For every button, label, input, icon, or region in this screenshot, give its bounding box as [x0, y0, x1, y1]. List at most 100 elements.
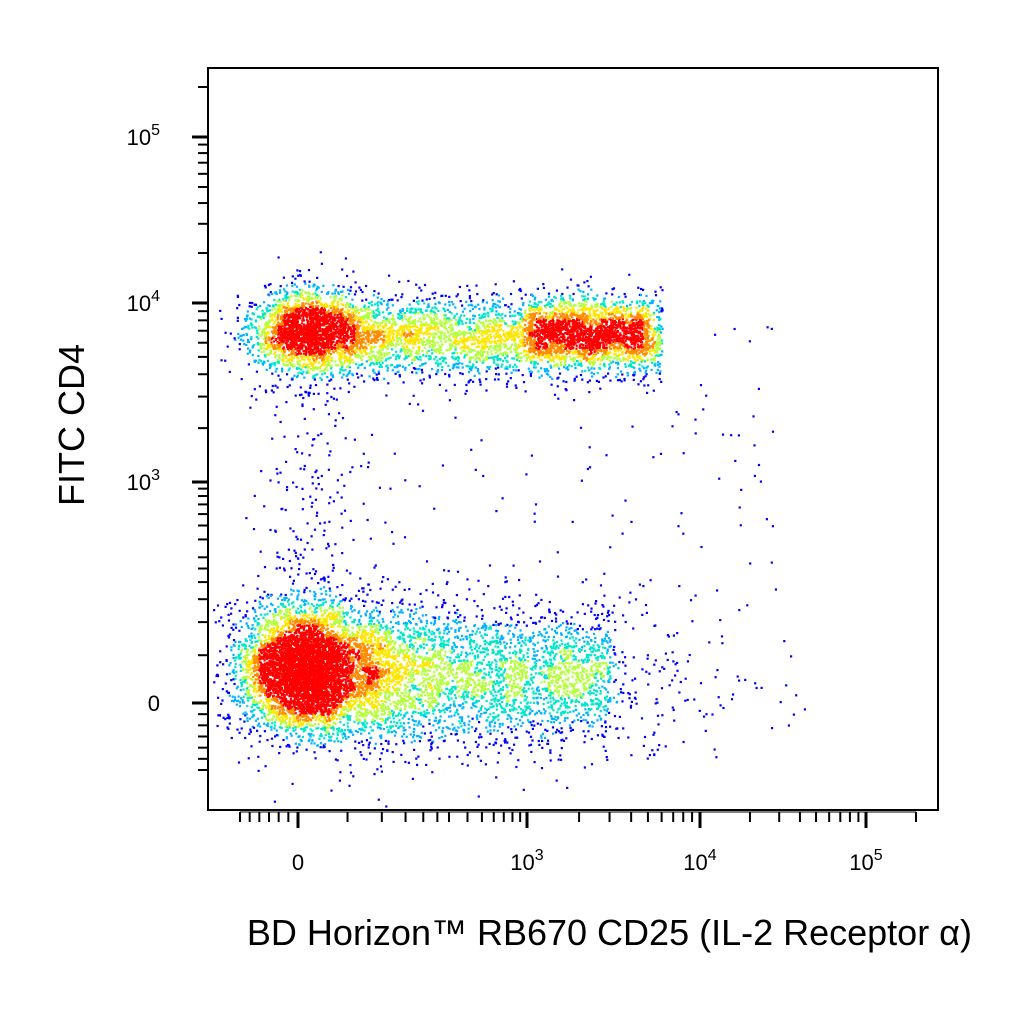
event-dot [384, 722, 387, 725]
event-dot [320, 656, 323, 659]
event-dot [252, 682, 256, 685]
event-dot [249, 730, 252, 733]
event-dot [275, 682, 278, 685]
event-dot [268, 708, 271, 711]
event-dot [290, 691, 293, 694]
event-dot [236, 685, 239, 688]
event-dot [263, 653, 266, 656]
event-dot [256, 624, 259, 627]
event-dot [303, 649, 306, 652]
event-dot [299, 617, 303, 620]
event-dot [304, 612, 307, 615]
event-dot [411, 777, 414, 780]
event-dot [257, 706, 260, 709]
event-dot [335, 645, 338, 648]
event-dot [269, 650, 272, 653]
event-dot [308, 658, 312, 661]
event-dot [288, 720, 291, 723]
event-dot [260, 656, 263, 659]
event-dot [328, 607, 331, 610]
event-dot [318, 682, 321, 686]
event-dot [314, 606, 318, 609]
event-dot [309, 631, 312, 634]
event-dot [295, 644, 298, 647]
event-dot [324, 645, 327, 648]
event-dot [246, 661, 249, 664]
event-dot [310, 674, 313, 677]
event-dot [239, 663, 242, 666]
event-dot [315, 665, 319, 668]
event-dot [345, 676, 348, 679]
event-dot [287, 665, 290, 668]
event-dot [314, 595, 317, 598]
event-dot [396, 615, 400, 618]
event-dot [276, 707, 280, 710]
event-dot [312, 691, 316, 694]
event-dot [353, 686, 356, 690]
event-dot [252, 607, 255, 610]
event-dot [285, 642, 288, 645]
event-dot [309, 606, 312, 609]
event-dot [280, 675, 283, 678]
event-dot [295, 715, 298, 719]
event-dot [286, 662, 289, 665]
event-dot [295, 648, 298, 651]
event-dot [313, 598, 316, 601]
event-dot [331, 641, 334, 645]
event-dot [297, 622, 300, 625]
event-dot [285, 736, 288, 739]
event-dot [357, 705, 360, 708]
event-dot [302, 705, 306, 708]
event-dot [302, 646, 305, 649]
event-dot [242, 712, 245, 715]
event-dot [281, 683, 284, 686]
event-dot [254, 619, 257, 622]
event-dot [294, 640, 297, 644]
event-dot [327, 662, 330, 665]
event-dot [329, 632, 332, 635]
event-dot [292, 680, 296, 683]
event-dot [306, 692, 309, 695]
event-dot [297, 652, 300, 655]
event-dot [232, 700, 235, 703]
event-dot [302, 657, 305, 660]
event-dot [267, 673, 270, 676]
event-dot [269, 711, 272, 714]
event-dot [301, 635, 304, 638]
event-dot [350, 664, 353, 667]
event-dot [274, 671, 277, 674]
event-dot [356, 644, 359, 647]
event-dot [352, 621, 355, 624]
event-dot [325, 700, 328, 703]
event-dot [255, 655, 258, 658]
event-dot [254, 610, 257, 613]
event-dot [252, 667, 255, 670]
event-dot [296, 647, 300, 650]
event-dot [271, 680, 274, 683]
event-dot [276, 597, 279, 600]
event-dot [275, 664, 279, 667]
event-dot [328, 587, 331, 590]
event-dot [295, 703, 298, 706]
event-dot [373, 636, 377, 639]
event-dot [320, 693, 323, 696]
event-dot [295, 610, 298, 613]
event-dot [270, 623, 273, 626]
event-dot [356, 674, 359, 677]
event-dot [308, 645, 311, 648]
event-dot [366, 678, 369, 681]
event-dot [258, 649, 261, 652]
event-dot [400, 703, 403, 706]
event-dot [297, 678, 300, 682]
event-dot [314, 628, 318, 631]
event-dot [358, 691, 361, 694]
event-dot [253, 654, 256, 657]
event-dot [399, 601, 402, 604]
event-dot [268, 669, 271, 672]
event-dot [283, 690, 286, 693]
event-dot [269, 672, 272, 675]
event-dot [240, 685, 243, 688]
event-dot [357, 687, 360, 690]
event-dot [296, 702, 299, 705]
